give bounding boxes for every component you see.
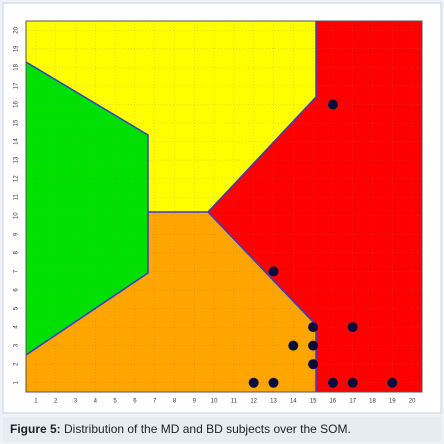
y-tick-label: 13 <box>14 156 20 163</box>
point <box>347 322 358 333</box>
y-tick-label: 16 <box>14 100 20 107</box>
x-tick-label: 20 <box>409 399 416 405</box>
x-tick-label: 9 <box>193 399 197 405</box>
y-tick-label: 9 <box>14 232 20 236</box>
point <box>327 99 338 110</box>
x-tick-label: 2 <box>54 399 58 405</box>
y-tick-label: 4 <box>14 325 20 329</box>
point <box>248 377 259 388</box>
point <box>288 340 299 351</box>
point <box>308 322 319 333</box>
y-tick-label: 17 <box>14 82 20 89</box>
point <box>347 377 358 388</box>
point <box>308 340 319 351</box>
boundary <box>148 21 317 213</box>
caption-label: Figure 5: <box>10 422 61 436</box>
y-tick-label: 20 <box>14 26 20 33</box>
x-tick-label: 11 <box>231 399 238 405</box>
point <box>268 266 279 277</box>
y-tick-label: 11 <box>14 193 20 200</box>
y-tick-label: 3 <box>14 343 20 347</box>
point <box>387 377 398 388</box>
caption-text: Distribution of the MD and BD subjects o… <box>64 422 351 436</box>
x-tick-label: 10 <box>211 399 218 405</box>
x-tick-label: 13 <box>270 399 277 405</box>
y-tick-label: 1 <box>14 380 20 384</box>
x-tick-label: 3 <box>74 399 78 405</box>
y-tick-label: 12 <box>14 175 20 182</box>
grid <box>26 21 422 392</box>
x-tick-label: 14 <box>290 399 297 405</box>
y-tick-label: 15 <box>14 119 20 126</box>
y-tick-label: 2 <box>14 362 20 366</box>
plot-border <box>25 20 423 393</box>
y-tick-label: 5 <box>14 306 20 310</box>
y-tick-label: 18 <box>14 63 20 70</box>
x-tick-label: 19 <box>389 399 396 405</box>
y-tick-label: 6 <box>14 288 20 292</box>
x-tick-label: 18 <box>369 399 376 405</box>
x-tick-label: 15 <box>310 399 317 405</box>
x-tick-label: 17 <box>349 399 356 405</box>
x-tick-label: 7 <box>153 399 157 405</box>
x-tick-label: 1 <box>34 399 38 405</box>
boundary <box>25 61 149 356</box>
x-tick-label: 5 <box>113 399 117 405</box>
x-tick-label: 6 <box>133 399 137 405</box>
region-green <box>26 62 148 355</box>
point <box>308 359 319 370</box>
region-orange <box>26 212 316 392</box>
y-tick-label: 7 <box>14 269 20 273</box>
y-tick-label: 19 <box>14 45 20 52</box>
y-tick-label: 14 <box>14 138 20 145</box>
caption-box <box>3 417 441 441</box>
region-red <box>208 21 422 392</box>
y-tick-label: 10 <box>14 212 20 219</box>
x-tick-label: 4 <box>94 399 98 405</box>
x-tick-label: 8 <box>173 399 177 405</box>
point <box>268 377 279 388</box>
point <box>327 377 338 388</box>
caption: Figure 5: Distribution of the MD and BD … <box>10 422 351 436</box>
y-tick-label: 8 <box>14 251 20 255</box>
x-tick-label: 12 <box>250 399 257 405</box>
x-tick-label: 16 <box>330 399 337 405</box>
